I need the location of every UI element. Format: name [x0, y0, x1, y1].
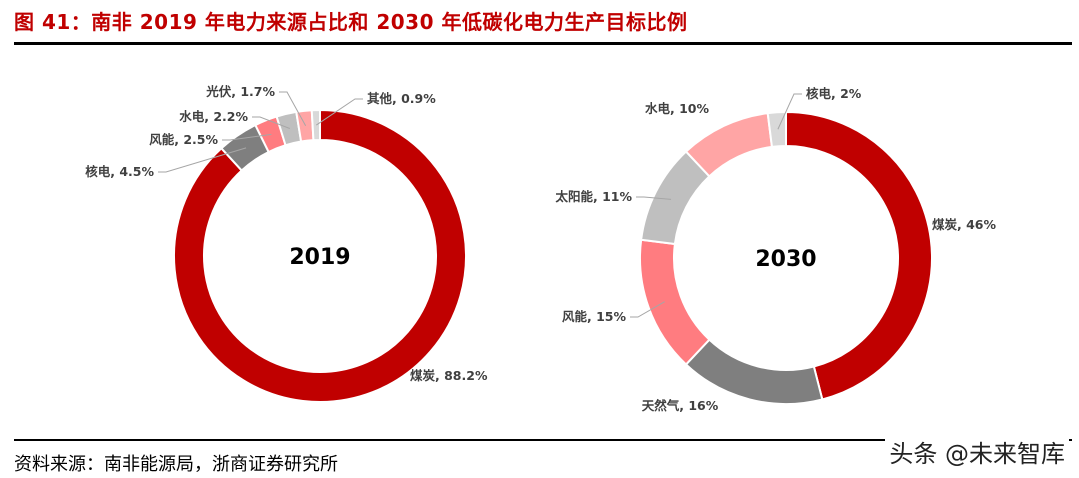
data-label: 煤炭, 46% [932, 217, 996, 232]
slice-煤炭 [173, 108, 467, 403]
watermark: 头条 @未来智库 [885, 434, 1069, 469]
center-label: 2030 [755, 247, 816, 272]
data-label: 其他, 0.9% [367, 91, 436, 106]
leader-line [777, 93, 802, 130]
data-label: 水电, 10% [645, 101, 709, 116]
footer-divider [14, 439, 1072, 441]
slice-天然气 [684, 338, 824, 405]
leader-line [630, 301, 665, 318]
donut-chart-2030: 煤炭, 46% 天然气, 16% 风能, 15% 太阳能, 11% 水电, 10% 核电,… [555, 86, 996, 413]
figure-title: 图 41：南非 2019 年电力来源占比和 2030 年低碳化电力生产目标比例 [14, 10, 688, 34]
data-label: 风能, 2.5% [149, 132, 218, 147]
slice-其他 [310, 108, 321, 142]
leader-line [636, 196, 672, 200]
data-label: 煤炭, 88.2% [410, 368, 488, 383]
data-label: 风能, 15% [562, 309, 626, 324]
data-label: 水电, 2.2% [179, 109, 248, 124]
source-note: 资料来源：南非能源局，浙商证券研究所 [14, 454, 338, 475]
slice-风能 [639, 238, 711, 366]
slice-煤炭 [785, 110, 933, 401]
leader-line [279, 91, 307, 127]
data-label: 光伏, 1.7% [205, 84, 275, 99]
data-label: 核电, 4.5% [85, 164, 154, 179]
leader-line [222, 133, 272, 141]
data-label: 核电, 2% [806, 86, 862, 101]
leader-line [316, 98, 363, 126]
leader-line [158, 147, 247, 173]
data-label: 天然气, 16% [642, 398, 719, 413]
center-label: 2019 [289, 245, 350, 270]
data-label: 太阳能, 11% [555, 189, 632, 204]
donut-chart-2019: 煤炭, 88.2% 核电, 4.5% 风能, 2.5% 水电, 2.2% 光伏, 1.7… [85, 84, 488, 403]
leader-line [252, 116, 290, 129]
title-divider [14, 42, 1072, 45]
